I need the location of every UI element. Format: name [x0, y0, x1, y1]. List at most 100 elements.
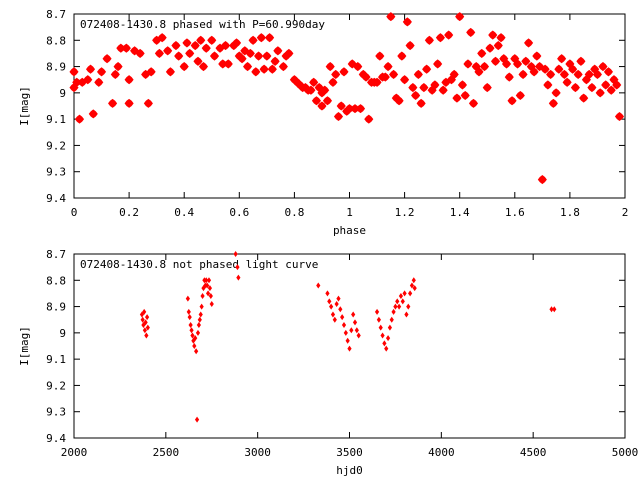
unphased-data-point [236, 274, 241, 281]
phased-x-tick-label: 1.6 [505, 206, 525, 219]
phased-data-point [218, 59, 228, 69]
phased-data-point [576, 56, 586, 66]
phased-data-point [284, 48, 294, 58]
unphased-data-point [209, 300, 214, 307]
phased-data-point [570, 83, 580, 93]
unphased-data-point [142, 308, 147, 315]
unphased-x-axis-label: hjd0 [336, 464, 363, 477]
unphased-data-point [402, 290, 407, 297]
phased-data-point [245, 48, 255, 58]
unphased-data-point [194, 348, 199, 355]
unphased-data-point [190, 332, 195, 339]
phased-data-point [400, 75, 410, 85]
unphased-data-point [349, 327, 354, 334]
phased-data-point [97, 67, 107, 77]
phased-data-point [468, 98, 479, 108]
phased-y-axis-label: I[mag] [18, 86, 31, 126]
unphased-data-point [411, 277, 416, 284]
phased-data-point [83, 75, 93, 85]
unphased-y-tick-label: 8.7 [46, 248, 66, 261]
phased-data-point [568, 64, 578, 74]
phased-data-point [353, 62, 363, 72]
phased-data-point [603, 67, 614, 77]
phased-data-point [267, 64, 277, 74]
unphased-data-point [193, 335, 198, 342]
phased-data-point [501, 59, 512, 69]
phased-y-tick-label: 9.3 [46, 166, 66, 179]
phased-data-point [209, 51, 220, 61]
phased-x-tick-label: 1.8 [560, 206, 580, 219]
phased-data-point [375, 51, 385, 61]
phased-y-tick-label: 9 [59, 87, 66, 100]
phased-data-point [490, 56, 501, 66]
unphased-data-point [338, 306, 343, 313]
phased-data-point [154, 48, 164, 58]
phased-data-point [422, 64, 432, 74]
unphased-data-point [356, 332, 361, 339]
phased-data-point [72, 77, 82, 87]
phased-data-point [325, 62, 335, 72]
unphased-y-tick-label: 9.1 [46, 353, 66, 366]
unphased-data-point [341, 321, 347, 328]
phased-data-point [507, 96, 517, 106]
unphased-data-point [406, 303, 411, 310]
unphased-data-point [340, 314, 345, 321]
phased-data-point [146, 67, 156, 77]
unphased-data-point [196, 321, 201, 328]
phased-data-point [537, 175, 547, 185]
phased-data-point [320, 85, 330, 95]
unphased-data-point [233, 251, 238, 257]
unphased-data-point [412, 285, 417, 292]
phased-data-point [259, 64, 269, 74]
phased-data-point [171, 40, 181, 51]
phased-x-axis-label: phase [333, 224, 366, 237]
unphased-data-point [552, 306, 557, 313]
unphased-data-point [325, 290, 330, 297]
unphased-data-point [207, 285, 213, 292]
phased-data-point [524, 38, 534, 48]
phased-data-point [220, 40, 231, 51]
phased-data-point [595, 88, 605, 98]
unphased-data-point [385, 335, 391, 342]
unphased-data-point [186, 308, 191, 315]
phased-data-point [108, 98, 118, 108]
unphased-x-tick-label: 4000 [428, 446, 455, 459]
unphased-x-tick-label: 4500 [520, 446, 547, 459]
phased-data-point [174, 51, 184, 61]
phased-data-point [88, 109, 98, 119]
phased-data-point [435, 33, 445, 43]
phased-data-point [248, 35, 258, 45]
unphased-data-point [205, 290, 211, 297]
phased-data-point [614, 111, 625, 122]
unphased-data-point [549, 306, 554, 313]
phased-data-point [262, 51, 272, 61]
phased-data-point [521, 56, 531, 66]
phased-data-point [394, 96, 404, 106]
phased-data-point [311, 96, 321, 106]
phased-data-point [251, 67, 261, 77]
phased-data-point [157, 33, 167, 43]
unphased-data-point [198, 311, 203, 318]
unphased-data-point [185, 295, 190, 302]
phased-data-point [309, 77, 319, 87]
unphased-data-point [398, 293, 404, 300]
unphased-data-point [391, 308, 396, 315]
phased-data-point [185, 48, 195, 58]
unphased-data-point [235, 264, 240, 271]
phased-data-point [344, 104, 355, 114]
phased-data-point [102, 54, 112, 64]
unphased-data-point [143, 319, 148, 326]
unphased-points [139, 251, 557, 423]
unphased-data-point [389, 316, 394, 323]
unphased-plot: 2000 2500 3000 3500 4000 4500 5000 8.7 8.8 8.9 9 9.… [18, 248, 638, 477]
phased-x-tick-label: 2 [622, 206, 629, 219]
phased-data-point [477, 48, 487, 58]
unphased-data-point [408, 290, 413, 297]
phased-data-point [333, 111, 344, 122]
phased-data-point [601, 80, 611, 90]
unphased-data-point [334, 300, 339, 307]
phased-data-point [121, 43, 131, 53]
phased-data-point [143, 98, 153, 108]
unphased-data-point [142, 327, 147, 334]
phased-data-point [328, 77, 338, 87]
